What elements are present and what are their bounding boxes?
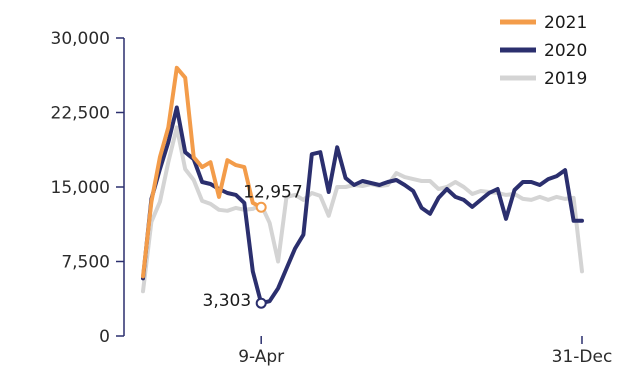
y-tick-label: 30,000 [51, 29, 110, 49]
annotation-layer: 12,957 3,303 [203, 182, 303, 311]
y-tick-label: 15,000 [51, 178, 110, 198]
legend-label-2021: 2021 [544, 13, 587, 33]
y-tick-label: 7,500 [61, 253, 110, 273]
y-tick-label: 22,500 [51, 104, 110, 124]
annotation-point-2021 [255, 201, 267, 213]
x-tick-label: 31-Dec [552, 347, 613, 367]
annotation-point-2020 [255, 297, 267, 309]
annotation-label-2021: 12,957 [243, 182, 302, 202]
series-line-2019 [141, 125, 584, 294]
series-layer [141, 65, 584, 306]
legend-label-2020: 2020 [544, 41, 587, 61]
y-tick-label: 0 [99, 327, 110, 347]
x-tick-label: 9-Apr [238, 347, 284, 367]
annotation-label-2020: 3,303 [203, 291, 252, 311]
legend-label-2019: 2019 [544, 69, 587, 89]
series-line-2021 [141, 65, 264, 279]
axes: 0 7,500 15,000 22,500 30,000 9-Apr 31-Dec [51, 29, 613, 367]
legend: 2021 2020 2019 [500, 13, 587, 89]
